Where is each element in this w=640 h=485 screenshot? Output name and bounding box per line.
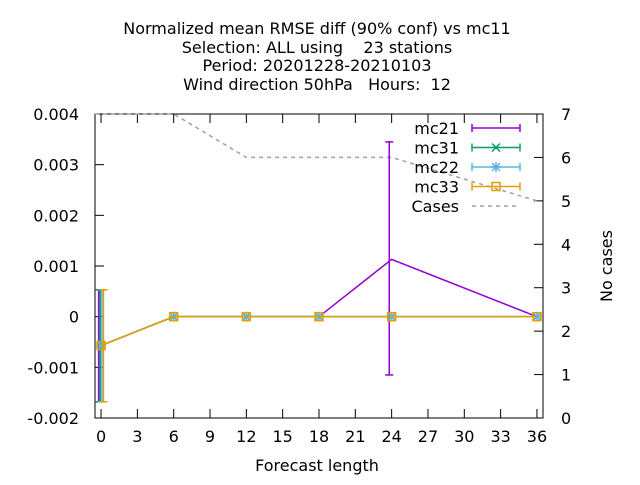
x-tick-label: 27 bbox=[418, 427, 438, 446]
x-tick-label: 21 bbox=[345, 427, 365, 446]
data-point bbox=[96, 340, 106, 351]
cases-line bbox=[95, 113, 538, 202]
y2-tick-label: 5 bbox=[561, 192, 571, 211]
x-tick-label: 33 bbox=[490, 427, 510, 446]
y-tick-label: -0.001 bbox=[27, 358, 79, 377]
series-line-mc33 bbox=[100, 315, 537, 347]
x-tick-label: 6 bbox=[169, 427, 179, 446]
y-tick-label: -0.002 bbox=[27, 409, 79, 428]
square-marker bbox=[532, 311, 542, 322]
title-line-4: Wind direction 50hPa Hours: 12 bbox=[183, 75, 451, 94]
legend-entry-mc31: mc31 bbox=[414, 139, 521, 158]
y-tick-label: 0.002 bbox=[33, 206, 79, 225]
y2-tick-label: 1 bbox=[561, 366, 571, 385]
square-marker bbox=[386, 311, 397, 322]
data-point bbox=[532, 311, 542, 322]
title-line-1: Normalized mean RMSE diff (90% conf) vs … bbox=[123, 19, 510, 38]
x-tick-label: 18 bbox=[309, 427, 329, 446]
y-tick-label: 0.003 bbox=[33, 156, 79, 175]
series-line-mc21 bbox=[100, 258, 538, 347]
square-marker bbox=[314, 311, 324, 322]
series-mc21 bbox=[94, 141, 538, 403]
x-tick-label: 24 bbox=[381, 427, 401, 446]
series-mc33 bbox=[96, 289, 542, 403]
square-marker bbox=[491, 181, 501, 192]
legend-label: Cases bbox=[412, 197, 460, 216]
legend-label: mc22 bbox=[414, 158, 459, 177]
title-line-3: Period: 20201228-20210103 bbox=[202, 56, 431, 75]
legend-entry-Cases: Cases bbox=[412, 197, 520, 216]
series-mc22 bbox=[96, 289, 542, 403]
x-tick-label: 0 bbox=[96, 427, 106, 446]
legend-marker bbox=[491, 162, 501, 172]
legend-marker bbox=[491, 142, 501, 153]
data-point bbox=[314, 311, 324, 322]
data-point bbox=[168, 311, 179, 322]
data-point bbox=[241, 311, 252, 322]
legend-entry-mc22: mc22 bbox=[414, 158, 521, 177]
legend-label: mc31 bbox=[414, 139, 459, 158]
series-mc31 bbox=[96, 289, 542, 403]
plot-area: -0.002-0.00100.0010.0020.0030.0040123456… bbox=[27, 105, 571, 446]
x-tick-label: 12 bbox=[236, 427, 256, 446]
y-tick-label: 0.004 bbox=[33, 105, 79, 124]
y-tick-label: 0 bbox=[69, 308, 79, 327]
square-marker bbox=[96, 340, 106, 351]
y2-tick-label: 6 bbox=[561, 148, 571, 167]
legend-label: mc33 bbox=[414, 178, 459, 197]
x-tick-label: 30 bbox=[454, 427, 474, 446]
square-marker bbox=[168, 311, 179, 322]
title: Normalized mean RMSE diff (90% conf) vs … bbox=[123, 19, 510, 94]
y2-tick-label: 0 bbox=[561, 409, 571, 428]
y2-tick-label: 2 bbox=[561, 322, 571, 341]
y2-axis-label: No cases bbox=[597, 230, 616, 302]
x-axis-label: Forecast length bbox=[255, 456, 379, 475]
title-line-2: Selection: ALL using 23 stations bbox=[182, 38, 452, 57]
x-tick-label: 9 bbox=[205, 427, 215, 446]
legend-marker bbox=[491, 181, 501, 192]
legend-label: mc21 bbox=[414, 119, 459, 138]
x-tick-label: 3 bbox=[132, 427, 142, 446]
x-tick-label: 36 bbox=[527, 427, 547, 446]
square-marker bbox=[241, 311, 252, 322]
plot-frame bbox=[94, 113, 544, 419]
y2-tick-label: 7 bbox=[561, 105, 571, 124]
data-point bbox=[386, 311, 397, 322]
y-tick-label: 0.001 bbox=[33, 257, 79, 276]
cross-stroke bbox=[491, 142, 501, 153]
x-tick-label: 15 bbox=[272, 427, 292, 446]
y2-tick-label: 4 bbox=[561, 235, 571, 254]
y2-tick-label: 3 bbox=[561, 279, 571, 298]
legend-entry-mc21: mc21 bbox=[414, 119, 521, 138]
legend-entry-mc33: mc33 bbox=[414, 178, 521, 197]
